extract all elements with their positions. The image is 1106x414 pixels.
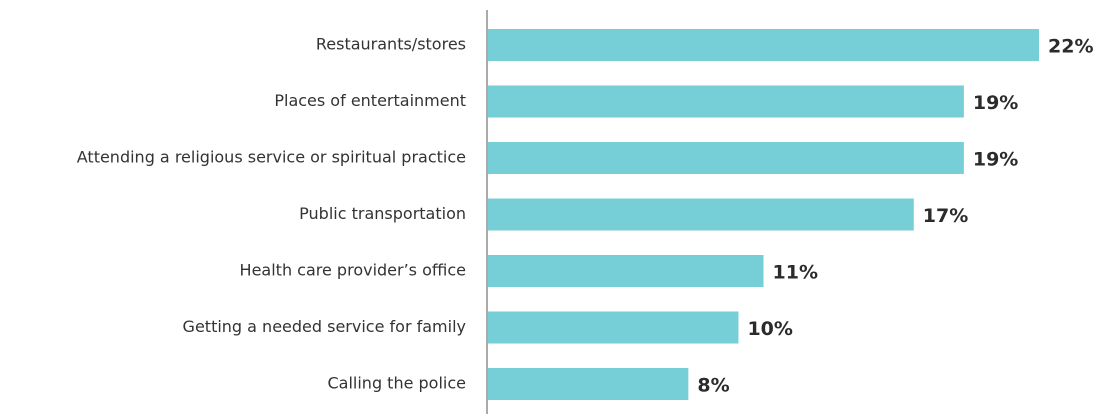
bar — [488, 142, 964, 174]
category-label: Places of entertainment — [274, 91, 466, 110]
value-label: 22% — [1048, 36, 1093, 58]
value-label: 19% — [973, 92, 1018, 114]
category-label: Health care provider’s office — [240, 261, 466, 280]
bar — [488, 255, 764, 287]
category-label: Restaurants/stores — [316, 35, 466, 54]
bar — [488, 198, 914, 231]
category-label: Attending a religious service or spiritu… — [77, 148, 466, 167]
bar — [488, 311, 739, 344]
category-label: Getting a needed service for family — [183, 317, 466, 336]
bar — [488, 368, 689, 400]
value-label: 8% — [697, 375, 729, 397]
value-label: 10% — [747, 318, 792, 340]
value-label: 17% — [923, 205, 968, 227]
category-label: Public transportation — [299, 204, 466, 223]
value-label: 19% — [973, 149, 1018, 171]
bar — [488, 29, 1039, 61]
bar — [488, 85, 964, 118]
category-label: Calling the police — [327, 374, 466, 393]
value-label: 11% — [773, 262, 818, 284]
